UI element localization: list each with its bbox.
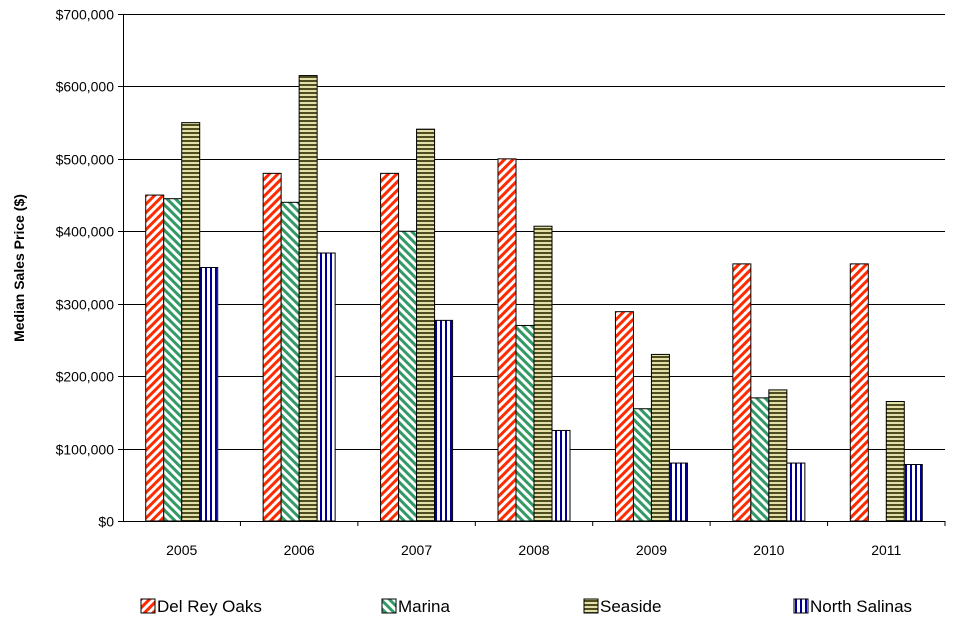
bar [280,201,300,522]
x-tick-label: 2010 [753,542,784,558]
legend-swatch [140,598,156,614]
legend: Del Rey Oaks Marina Seaside North Salinas [140,597,912,616]
x-tick-label: 2008 [518,542,549,558]
bar [750,397,770,522]
bar [732,263,752,522]
y-tick-label: $0 [98,514,114,530]
bar [668,462,688,522]
legend-label: Seaside [600,597,661,616]
y-tick-label: $200,000 [56,369,115,385]
y-tick-label: $500,000 [56,152,115,168]
bar [181,122,201,522]
legend-swatch [381,598,397,614]
x-tick-label: 2011 [871,542,901,558]
legend-item: Seaside [583,597,661,616]
bar [398,230,418,522]
bar [262,172,282,522]
bar [416,128,436,522]
bar [497,158,517,522]
bar [885,400,905,522]
bar [551,429,571,522]
bar [380,172,400,522]
bar [298,75,318,522]
bar [434,319,454,522]
axes [123,14,945,522]
x-tick-label: 2006 [284,542,315,558]
x-tick-label: 2009 [636,542,667,558]
y-tick-label: $300,000 [56,297,115,313]
x-axis-ticks: 2005 2006 2007 2008 2009 2010 2011 [166,521,946,558]
x-tick-label: 2007 [401,542,432,558]
bar [650,353,670,522]
legend-item: Marina [381,597,451,616]
legend-item: Del Rey Oaks [140,597,262,616]
legend-item: North Salinas [793,597,912,616]
bar [533,225,553,522]
bar [768,389,788,522]
bar [515,324,535,522]
y-tick-label: $400,000 [56,224,115,240]
y-axis-title: Median Sales Price ($) [11,194,27,342]
bar [145,194,165,522]
legend-label: Del Rey Oaks [157,597,262,616]
y-tick-label: $700,000 [56,7,115,23]
bar [316,252,336,522]
bar [199,267,219,522]
bar [903,464,923,522]
bars [145,75,923,522]
bar [632,408,652,522]
legend-swatch [583,598,599,614]
bar [614,311,634,522]
bar [786,462,806,522]
legend-label: North Salinas [810,597,912,616]
legend-swatch [793,598,809,614]
y-tick-label: $100,000 [56,442,115,458]
y-axis-ticks: $0 $100,000 $200,000 $300,000 $400,000 $500,0… [56,7,123,530]
y-tick-label: $600,000 [56,79,115,95]
bar [849,263,869,522]
legend-label: Marina [398,597,451,616]
x-tick-label: 2005 [166,542,197,558]
bar [163,198,183,522]
